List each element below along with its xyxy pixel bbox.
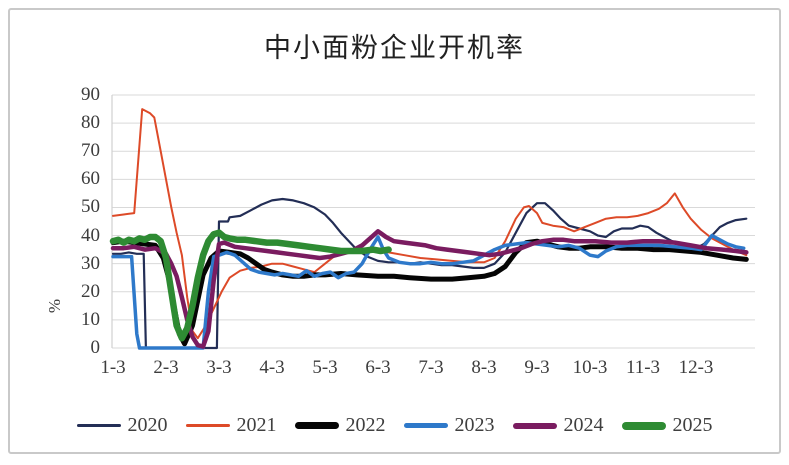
legend-label-2023: 2023	[454, 414, 495, 436]
legend-label-2021: 2021	[236, 414, 277, 436]
x-tick-label-4-3: 4-3	[259, 357, 285, 378]
legend-label-2024: 2024	[563, 414, 604, 436]
series-line-2023	[111, 233, 746, 350]
legend: 2020 2021 2022 2023 2024 2025	[0, 414, 789, 437]
legend-swatch-2022	[294, 422, 339, 429]
legend-item-2021: 2021	[185, 414, 277, 437]
y-tick-label-0: 0	[90, 337, 101, 358]
series-line-2022	[110, 238, 749, 347]
legend-item-2023: 2023	[403, 414, 495, 437]
x-tick-label-7-3: 7-3	[418, 357, 444, 378]
y-tick-label-50: 50	[81, 196, 100, 218]
legend-item-2020: 2020	[76, 414, 168, 437]
x-tick-label-12-3: 12-3	[678, 357, 714, 378]
x-tick-label-11-3: 11-3	[625, 357, 661, 378]
x-tick-label-3-3: 3-3	[206, 357, 232, 378]
x-tick-label-8-3: 8-3	[471, 357, 497, 378]
x-tick-label-5-3: 5-3	[312, 357, 338, 378]
legend-swatch-2021	[185, 424, 230, 427]
y-tick-label-20: 20	[81, 280, 100, 302]
legend-swatch-2020	[76, 424, 121, 427]
y-tick-label-90: 90	[81, 84, 100, 105]
x-tick-label-1-3: 1-3	[100, 357, 126, 378]
y-tick-label-10: 10	[81, 308, 100, 330]
y-tick-label-70: 70	[81, 140, 100, 162]
legend-label-2022: 2022	[345, 414, 386, 436]
y-tick-label-60: 60	[81, 168, 100, 190]
legend-item-2025: 2025	[621, 414, 713, 437]
legend-swatch-2025	[621, 421, 666, 430]
x-tick-label-2-3: 2-3	[153, 357, 179, 378]
y-tick-label-30: 30	[81, 252, 100, 274]
y-tick-label-40: 40	[81, 224, 100, 246]
series-line-2025	[109, 229, 392, 342]
series-line-2021	[112, 108, 748, 340]
chart-title: 中小面粉企业开机率	[264, 33, 525, 63]
series-line-2024	[110, 229, 749, 349]
legend-swatch-2024	[512, 422, 557, 429]
legend-swatch-2023	[403, 423, 448, 428]
x-tick-label-6-3: 6-3	[365, 357, 391, 378]
legend-item-2024: 2024	[512, 414, 604, 437]
x-tick-label-9-3: 9-3	[524, 357, 550, 378]
legend-label-2020: 2020	[127, 414, 168, 436]
legend-item-2022: 2022	[294, 414, 386, 437]
x-tick-label-10-3: 10-3	[572, 357, 608, 378]
y-tick-label-80: 80	[81, 112, 100, 134]
legend-label-2025: 2025	[672, 414, 713, 436]
